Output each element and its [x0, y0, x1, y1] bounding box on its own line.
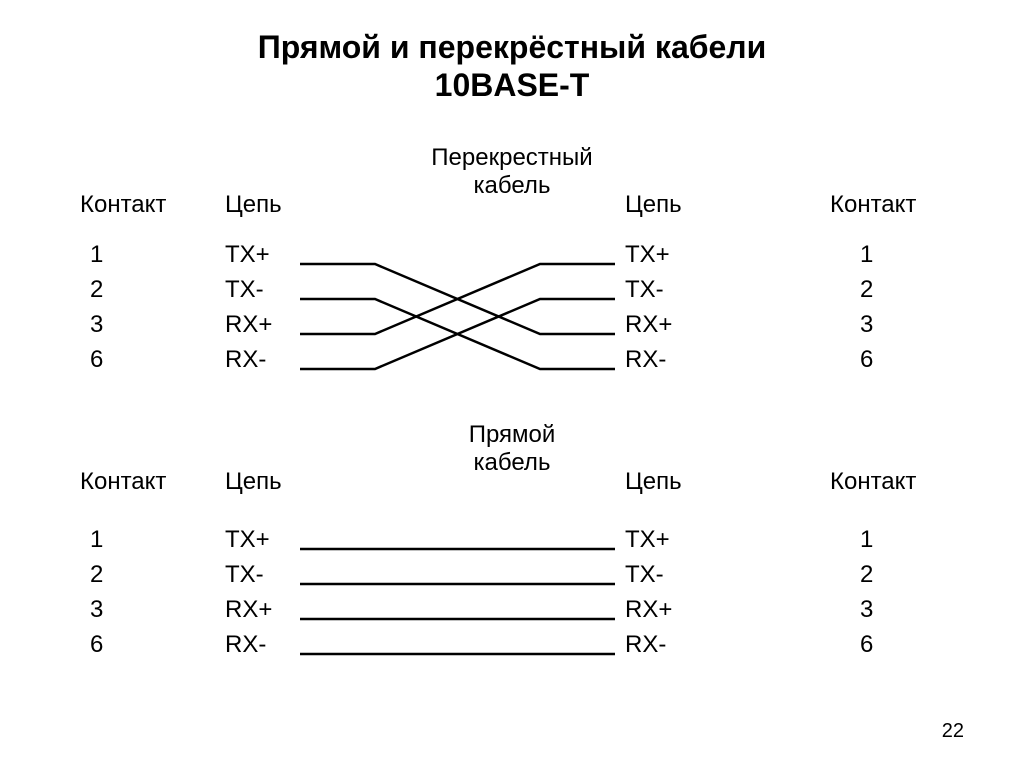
wire: [300, 299, 615, 369]
page-number: 22: [942, 720, 964, 743]
straight-row-contact-right: 2: [860, 561, 873, 589]
straight-row-circuit-left: RX-: [225, 631, 266, 659]
crossover-row-contact-right: 2: [860, 276, 873, 304]
crossover-row-contact-left: 1: [90, 241, 103, 269]
straight-row-circuit-left: RX+: [225, 596, 272, 624]
straight-row-circuit-right: TX+: [625, 526, 670, 554]
straight-row-contact-left: 6: [90, 631, 103, 659]
crossover-row-circuit-left: RX-: [225, 346, 266, 374]
straight-row-circuit-right: TX-: [625, 561, 664, 589]
straight-row-circuit-right: RX+: [625, 596, 672, 624]
crossover-row-circuit-left: TX+: [225, 241, 270, 269]
crossover-row-circuit-right: TX-: [625, 276, 664, 304]
straight-header-contact-left: Контакт: [80, 468, 166, 496]
straight-row-contact-right: 6: [860, 631, 873, 659]
crossover-row-contact-left: 6: [90, 346, 103, 374]
crossover-row-contact-right: 3: [860, 311, 873, 339]
straight-row-contact-right: 3: [860, 596, 873, 624]
straight-row-contact-left: 2: [90, 561, 103, 589]
crossover-header-contact-left: Контакт: [80, 191, 166, 219]
straight-header-circuit-left: Цепь: [225, 468, 282, 496]
straight-header-contact-right: Контакт: [830, 468, 916, 496]
straight-row-circuit-right: RX-: [625, 631, 666, 659]
crossover-row-circuit-right: TX+: [625, 241, 670, 269]
crossover-row-contact-left: 2: [90, 276, 103, 304]
crossover-row-contact-right: 6: [860, 346, 873, 374]
straight-header-circuit-right: Цепь: [625, 468, 682, 496]
page-title: Прямой и перекрёстный кабели 10BASE-T: [0, 28, 1024, 105]
page: Прямой и перекрёстный кабели 10BASE-T Пе…: [0, 0, 1024, 767]
crossover-header-circuit-right: Цепь: [625, 191, 682, 219]
crossover-header-circuit-left: Цепь: [225, 191, 282, 219]
straight-row-contact-right: 1: [860, 526, 873, 554]
straight-row-contact-left: 1: [90, 526, 103, 554]
crossover-header-contact-right: Контакт: [830, 191, 916, 219]
wire: [300, 264, 615, 334]
crossover-row-circuit-left: TX-: [225, 276, 264, 304]
crossover-row-circuit-right: RX+: [625, 311, 672, 339]
straight-row-contact-left: 3: [90, 596, 103, 624]
straight-row-circuit-left: TX+: [225, 526, 270, 554]
straight-row-circuit-left: TX-: [225, 561, 264, 589]
crossover-row-contact-right: 1: [860, 241, 873, 269]
wire: [300, 299, 615, 369]
crossover-row-circuit-right: RX-: [625, 346, 666, 374]
crossover-row-circuit-left: RX+: [225, 311, 272, 339]
wire: [300, 264, 615, 334]
crossover-row-contact-left: 3: [90, 311, 103, 339]
